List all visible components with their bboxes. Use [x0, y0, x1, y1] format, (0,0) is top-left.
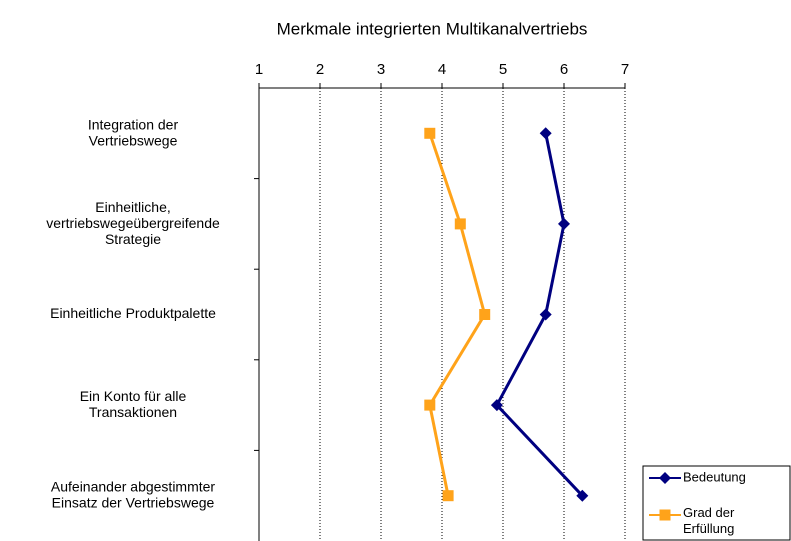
x-tick-label: 4 [438, 61, 446, 78]
series-line [428, 132, 487, 496]
x-tick-label: 5 [499, 61, 507, 78]
marker [442, 490, 454, 502]
y-tick-label: Aufeinander abgestimmter Einsatz der Vert… [51, 478, 216, 510]
marker [479, 309, 491, 320]
series-line [495, 133, 584, 497]
x-tick-label: 3 [377, 61, 385, 78]
x-tick-label: 1 [255, 61, 263, 78]
marker [424, 399, 436, 411]
x-tick-label: 7 [621, 61, 629, 78]
y-tick-label: Einheitliche Produktpalette [50, 305, 216, 321]
x-tick-label: 6 [560, 61, 568, 78]
marker [539, 308, 552, 321]
marker [490, 399, 503, 412]
y-tick-label: Ein Konto für alle Transaktionen [80, 388, 187, 420]
legend-label: Bedeutung [683, 469, 746, 484]
marker [659, 472, 671, 484]
legend-box [642, 465, 791, 541]
x-tick-label: 2 [316, 61, 324, 78]
chart-title: Merkmale integrierten Multikanalvertrieb… [277, 19, 588, 38]
legend-label: Grad der Erfüllung [683, 505, 735, 536]
marker [659, 509, 671, 521]
marker [424, 127, 436, 139]
marker [539, 127, 552, 140]
marker [576, 489, 589, 502]
y-tick-label: Einheitliche, vertriebswegeübergreifende S… [46, 199, 220, 247]
y-tick-label: Integration der Vertriebswege [88, 116, 179, 148]
marker [558, 217, 570, 230]
marker [454, 218, 466, 230]
